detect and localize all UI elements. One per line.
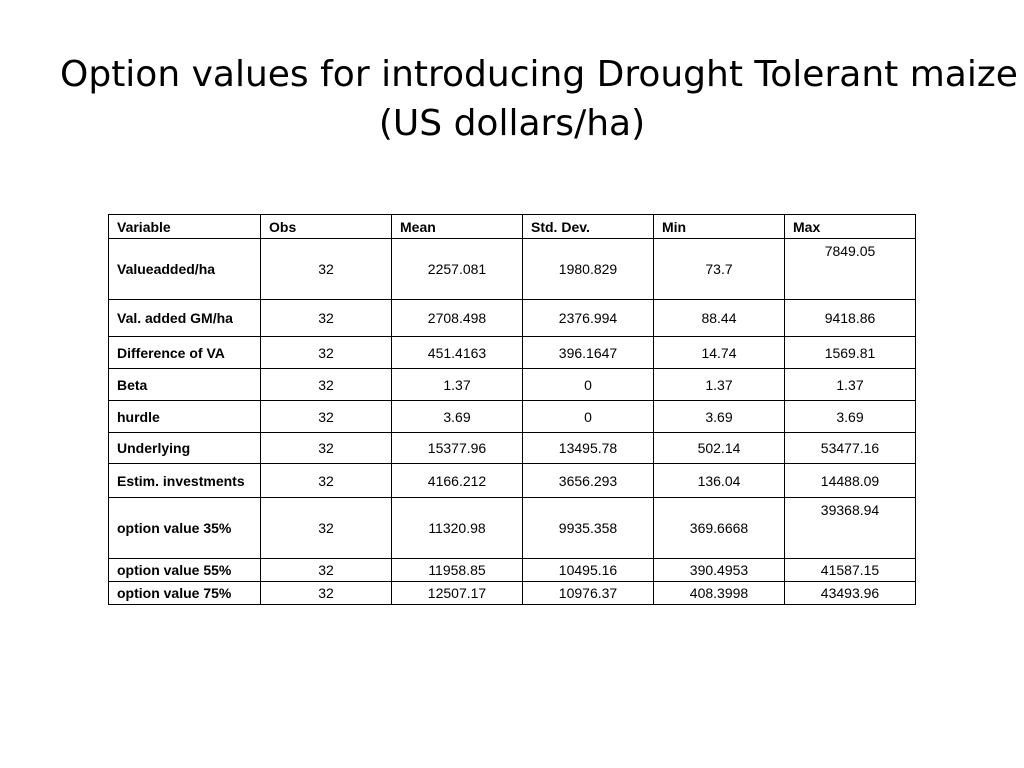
cell-max: 7849.05	[784, 238, 916, 300]
cell-min: 88.44	[653, 299, 785, 337]
cell-min: 1.37	[653, 368, 785, 401]
table-row: Valueadded/ha 32 2257.081 1980.829 73.7 …	[108, 238, 916, 300]
cell-max: 14488.09	[784, 463, 916, 498]
cell-max: 3.69	[784, 400, 916, 433]
cell-obs: 32	[260, 400, 392, 433]
cell-min: 502.14	[653, 432, 785, 464]
header-variable: Variable	[108, 214, 261, 239]
cell-variable: Beta	[108, 368, 261, 401]
table-row: Estim. investments 32 4166.212 3656.293 …	[108, 463, 916, 498]
cell-mean: 11958.85	[391, 558, 523, 582]
slide-title-line-1: Option values for introducing Drought To…	[60, 54, 1018, 95]
cell-variable: Val. added GM/ha	[108, 299, 261, 337]
cell-mean: 15377.96	[391, 432, 523, 464]
cell-min: 14.74	[653, 336, 785, 369]
cell-obs: 32	[260, 558, 392, 582]
cell-std-dev: 9935.358	[522, 497, 654, 559]
cell-max: 53477.16	[784, 432, 916, 464]
cell-max: 41587.15	[784, 558, 916, 582]
cell-variable: option value 55%	[108, 558, 261, 582]
cell-min: 369.6668	[653, 497, 785, 559]
cell-mean: 11320.98	[391, 497, 523, 559]
cell-variable: hurdle	[108, 400, 261, 433]
cell-mean: 451.4163	[391, 336, 523, 369]
cell-min: 136.04	[653, 463, 785, 498]
header-obs: Obs	[260, 214, 392, 239]
table-row: option value 75% 32 12507.17 10976.37 40…	[108, 581, 916, 605]
cell-obs: 32	[260, 299, 392, 337]
cell-obs: 32	[260, 336, 392, 369]
cell-std-dev: 396.1647	[522, 336, 654, 369]
cell-max: 1569.81	[784, 336, 916, 369]
table-row: Beta 32 1.37 0 1.37 1.37	[108, 368, 916, 401]
cell-min: 3.69	[653, 400, 785, 433]
cell-obs: 32	[260, 497, 392, 559]
cell-variable: option value 35%	[108, 497, 261, 559]
table-row: option value 55% 32 11958.85 10495.16 39…	[108, 558, 916, 582]
table-header-row: Variable Obs Mean Std. Dev. Min Max	[108, 214, 916, 239]
header-std-dev: Std. Dev.	[522, 214, 654, 239]
table-row: hurdle 32 3.69 0 3.69 3.69	[108, 400, 916, 433]
cell-variable: Valueadded/ha	[108, 238, 261, 300]
cell-std-dev: 0	[522, 368, 654, 401]
cell-min: 73.7	[653, 238, 785, 300]
cell-std-dev: 0	[522, 400, 654, 433]
cell-max: 1.37	[784, 368, 916, 401]
cell-std-dev: 1980.829	[522, 238, 654, 300]
cell-std-dev: 10495.16	[522, 558, 654, 582]
cell-variable: Difference of VA	[108, 336, 261, 369]
cell-mean: 2708.498	[391, 299, 523, 337]
cell-max: 9418.86	[784, 299, 916, 337]
cell-obs: 32	[260, 432, 392, 464]
cell-mean: 4166.212	[391, 463, 523, 498]
cell-variable: Underlying	[108, 432, 261, 464]
cell-variable: Estim. investments	[108, 463, 261, 498]
table-row: Val. added GM/ha 32 2708.498 2376.994 88…	[108, 299, 916, 337]
header-max: Max	[784, 214, 916, 239]
cell-obs: 32	[260, 238, 392, 300]
cell-mean: 1.37	[391, 368, 523, 401]
cell-mean: 2257.081	[391, 238, 523, 300]
cell-min: 408.3998	[653, 581, 785, 605]
table-row: Difference of VA 32 451.4163 396.1647 14…	[108, 336, 916, 369]
cell-min: 390.4953	[653, 558, 785, 582]
cell-std-dev: 3656.293	[522, 463, 654, 498]
cell-std-dev: 10976.37	[522, 581, 654, 605]
slide-title-line-2: (US dollars/ha)	[378, 103, 646, 144]
cell-std-dev: 2376.994	[522, 299, 654, 337]
cell-obs: 32	[260, 581, 392, 605]
header-mean: Mean	[391, 214, 523, 239]
header-min: Min	[653, 214, 785, 239]
cell-max: 39368.94	[784, 497, 916, 559]
statistics-table: Variable Obs Mean Std. Dev. Min Max Valu…	[108, 214, 916, 605]
cell-variable: option value 75%	[108, 581, 261, 605]
cell-obs: 32	[260, 463, 392, 498]
cell-std-dev: 13495.78	[522, 432, 654, 464]
cell-mean: 12507.17	[391, 581, 523, 605]
cell-mean: 3.69	[391, 400, 523, 433]
table-row: Underlying 32 15377.96 13495.78 502.14 5…	[108, 432, 916, 464]
table-row: option value 35% 32 11320.98 9935.358 36…	[108, 497, 916, 559]
cell-max: 43493.96	[784, 581, 916, 605]
slide-title: Option values for introducing Drought To…	[60, 50, 1018, 148]
cell-obs: 32	[260, 368, 392, 401]
